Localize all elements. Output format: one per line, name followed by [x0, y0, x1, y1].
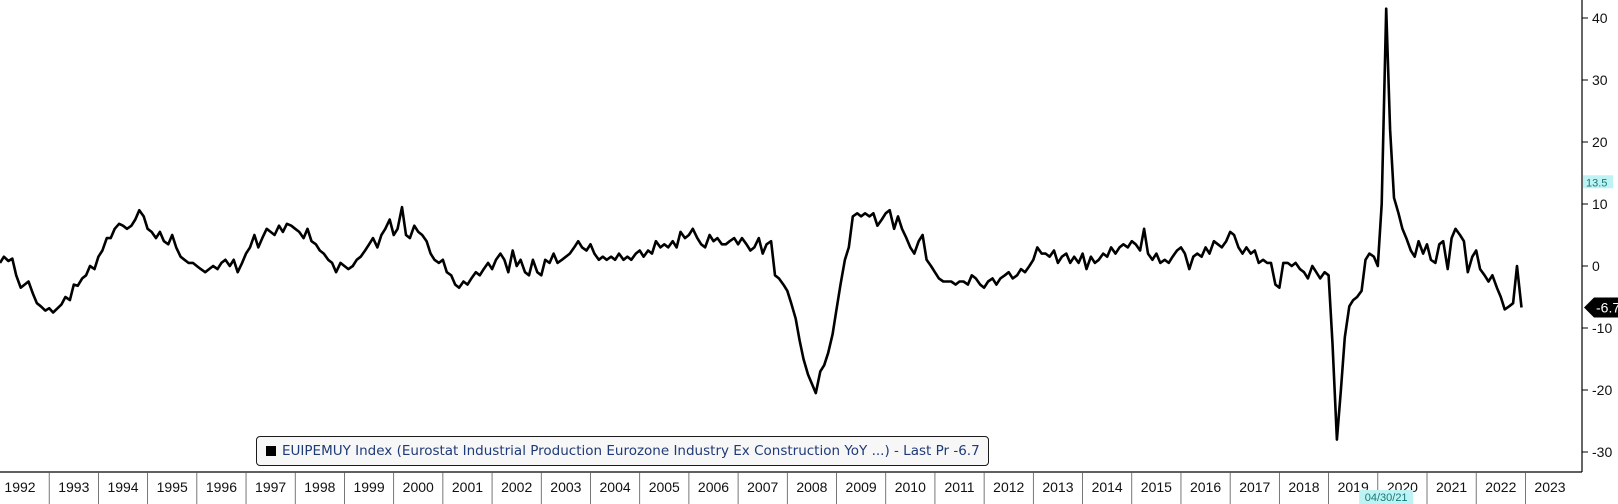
x-tick-label: 2023 [1534, 479, 1565, 495]
last-value-tag-label: -6.7 [1596, 300, 1618, 316]
x-tick-label: 2008 [796, 479, 827, 495]
value-tags: 13.5 -6.7 04/30/21 [1359, 175, 1618, 504]
x-tick-label: 1995 [157, 479, 188, 495]
x-tick-label: 2004 [600, 479, 631, 495]
x-tick-label: 2017 [1239, 479, 1270, 495]
legend: EUIPEMUY Index (Eurostat Industrial Prod… [256, 436, 989, 466]
y-tick-label: 30 [1592, 72, 1608, 88]
x-tick-label: 2006 [698, 479, 729, 495]
y-tick-label: 40 [1592, 10, 1608, 26]
marker-tag-label: 13.5 [1586, 177, 1607, 189]
x-tick-label: 2016 [1190, 479, 1221, 495]
x-tick-label: 2002 [501, 479, 532, 495]
x-tick-label: 1998 [304, 479, 335, 495]
x-tick-label: 1994 [107, 479, 138, 495]
date-tag-label: 04/30/21 [1365, 492, 1408, 504]
x-tick-label: 2009 [846, 479, 877, 495]
x-tick-label: 2013 [1042, 479, 1073, 495]
date-tag-bg [1359, 490, 1414, 504]
x-tick-label: 2010 [895, 479, 926, 495]
x-tick-label: 2015 [1141, 479, 1172, 495]
y-tick-label: 20 [1592, 134, 1608, 150]
marker-tag-bg [1583, 175, 1613, 189]
x-tick-label: 2000 [403, 479, 434, 495]
x-tick-label: 1999 [353, 479, 384, 495]
x-tick-label: 2012 [993, 479, 1024, 495]
x-tick-label: 2005 [649, 479, 680, 495]
x-tick-label: 2018 [1288, 479, 1319, 495]
x-tick-label: 2011 [944, 479, 974, 495]
x-tick-label: 1993 [58, 479, 89, 495]
x-tick-label: 1992 [4, 479, 35, 495]
x-tick-label: 2007 [747, 479, 778, 495]
x-tick-label: 2014 [1092, 479, 1123, 495]
y-tick-label: -10 [1592, 320, 1612, 336]
legend-label: EUIPEMUY Index (Eurostat Industrial Prod… [282, 443, 980, 459]
x-tick-label: 1997 [255, 479, 286, 495]
last-value-tag-bg [1584, 297, 1618, 318]
y-tick-label: 0 [1592, 258, 1600, 274]
y-axis: 40 30 20 10 0 -10 -20 -30 [1581, 0, 1612, 472]
x-axis: 1992 1993 1994 1995 1996 1997 1998 1999 2000 2001… [0, 471, 1582, 504]
series-line-0 [0, 7, 1523, 441]
y-tick-label: -30 [1592, 444, 1612, 460]
y-tick-label: -20 [1592, 382, 1612, 398]
x-tick-label: 2021 [1436, 479, 1467, 495]
legend-swatch [266, 446, 276, 456]
x-tick-label: 2001 [452, 479, 483, 495]
x-tick-label: 2003 [550, 479, 581, 495]
x-tick-label: 2022 [1485, 479, 1516, 495]
x-tick-label: 1996 [206, 479, 237, 495]
plot-area [0, 7, 1523, 441]
y-tick-label: 10 [1592, 196, 1608, 212]
